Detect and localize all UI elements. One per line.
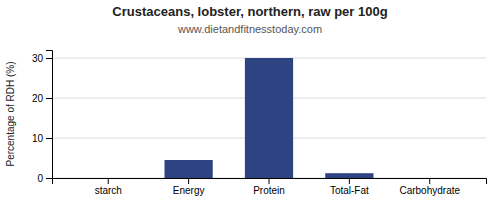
x-tick-label: Carbohydrate <box>399 185 460 196</box>
x-tick: Carbohydrate <box>399 178 460 196</box>
y-tick-label: 0 <box>37 173 43 184</box>
tick-mark <box>46 178 52 179</box>
tick-mark <box>349 178 350 184</box>
axis-line <box>53 179 487 185</box>
title: Crustaceans, lobster, northern, raw per … <box>112 4 387 19</box>
subtitle: www.dietandfitnesstoday.com <box>177 23 322 35</box>
tick-mark <box>46 138 52 139</box>
bar <box>325 173 373 178</box>
grid <box>52 58 486 178</box>
y-tick-label: 20 <box>32 93 44 104</box>
bar <box>406 178 454 179</box>
y-tick: 30 <box>32 53 52 64</box>
tick-mark <box>46 58 52 59</box>
bar <box>84 178 132 179</box>
plot-area: starch Energy Protein Total-Fat Carbohydrate… <box>32 51 487 197</box>
y-axis: 0 10 20 30 <box>32 51 53 184</box>
tick-mark <box>429 178 430 184</box>
tick-mark <box>108 178 109 184</box>
bars <box>165 58 374 178</box>
bar <box>245 58 293 178</box>
y-tick: 20 <box>32 93 52 104</box>
x-tick: Energy <box>173 178 205 196</box>
x-tick: Protein <box>253 178 285 196</box>
x-tick-label: Energy <box>173 185 205 196</box>
y-tick-label: 30 <box>32 53 44 64</box>
x-axis: starch Energy Protein Total-Fat Carbohydrate <box>53 178 487 196</box>
axis-line <box>46 51 53 179</box>
bar <box>165 160 213 178</box>
x-tick-label: Protein <box>253 185 285 196</box>
x-tick-label: starch <box>95 185 122 196</box>
chart: Crustaceans, lobster, northern, raw per … <box>0 0 500 200</box>
x-tick: Total-Fat <box>330 178 369 196</box>
tick-mark <box>188 178 189 184</box>
tick-mark <box>269 178 270 184</box>
tick-mark <box>46 98 52 99</box>
y-tick-label: 10 <box>32 133 44 144</box>
y-tick: 0 <box>37 173 52 184</box>
x-tick-label: Total-Fat <box>330 185 369 196</box>
y-tick: 10 <box>32 133 52 144</box>
x-tick: starch <box>95 178 122 196</box>
y-axis-label: Percentage of RDH (%) <box>5 61 16 166</box>
